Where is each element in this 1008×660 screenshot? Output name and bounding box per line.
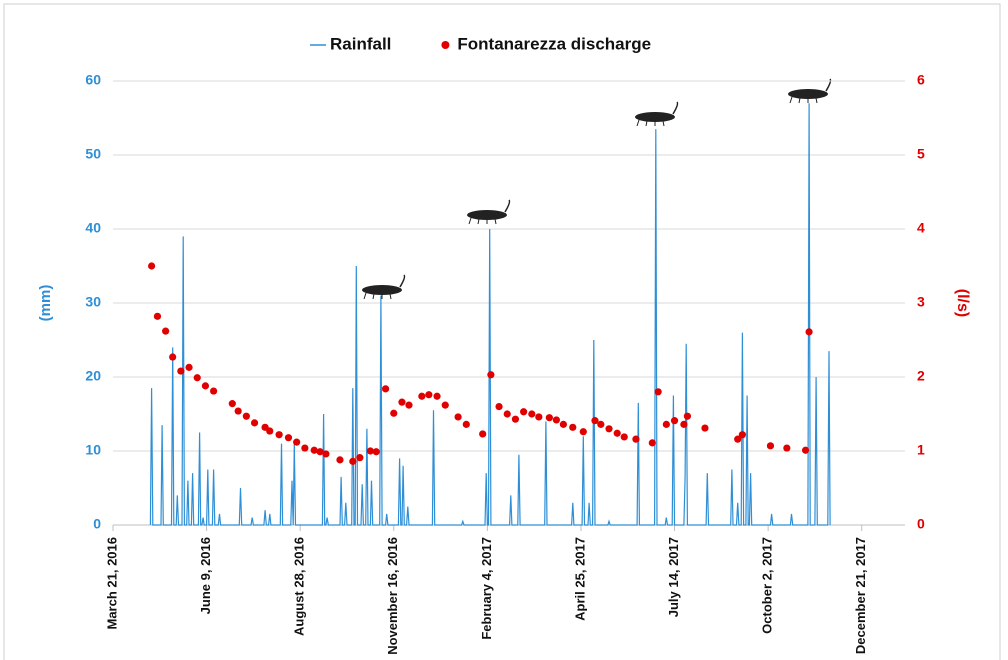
discharge-point: [614, 430, 621, 437]
chart: (mm) (l/s) 0 10 20 30 40 50 60 0 1 2 3 4 5 6 March 21,…: [0, 0, 1008, 660]
discharge-point: [382, 385, 389, 392]
discharge-point: [680, 421, 687, 428]
y2-tick-label: 4: [917, 220, 925, 236]
discharge-point: [487, 371, 494, 378]
discharge-point: [433, 393, 440, 400]
y2-tick-label: 5: [917, 146, 925, 162]
discharge-point: [418, 393, 425, 400]
discharge-point: [251, 419, 258, 426]
discharge-point: [802, 447, 809, 454]
y2-tick-label: 3: [917, 294, 925, 310]
legend-swatch: [441, 41, 449, 49]
discharge-point: [336, 456, 343, 463]
discharge-point: [373, 448, 380, 455]
discharge-point: [210, 387, 217, 394]
discharge-point: [162, 328, 169, 335]
discharge-point: [390, 410, 397, 417]
discharge-point: [512, 416, 519, 423]
x-tick-label: February 4, 2017: [479, 537, 494, 640]
discharge-point: [739, 431, 746, 438]
x-tick-label: July 14, 2017: [666, 537, 681, 617]
rainfall-line: [150, 103, 830, 525]
x-tick-label: June 9, 2016: [198, 537, 213, 614]
discharge-point: [805, 328, 812, 335]
discharge-point: [528, 410, 535, 417]
discharge-point: [783, 444, 790, 451]
discharge-point: [495, 403, 502, 410]
y2-tick-label: 6: [917, 72, 925, 88]
discharge-point: [621, 433, 628, 440]
discharge-point: [398, 399, 405, 406]
discharge-point: [671, 417, 678, 424]
discharge-point: [649, 439, 656, 446]
discharge-point: [553, 416, 560, 423]
discharge-point: [767, 442, 774, 449]
y-tick-label: 0: [93, 516, 101, 532]
x-tick-label: November 16, 2016: [385, 537, 400, 655]
y-tick-label: 20: [85, 368, 101, 384]
discharge-point: [569, 424, 576, 431]
discharge-point: [504, 410, 511, 417]
insect-icon: [467, 200, 510, 224]
discharge-point: [425, 391, 432, 398]
discharge-point: [655, 388, 662, 395]
x-tick-label: December 21, 2017: [853, 537, 868, 654]
discharge-point: [580, 428, 587, 435]
discharge-point: [349, 458, 356, 465]
discharge-point: [535, 413, 542, 420]
insect-icon: [635, 102, 678, 126]
discharge-point: [301, 444, 308, 451]
legend-label: Rainfall: [330, 34, 391, 53]
y-tick-label: 60: [85, 72, 101, 88]
discharge-point: [229, 400, 236, 407]
discharge-point: [285, 434, 292, 441]
discharge-point: [405, 402, 412, 409]
discharge-point: [276, 431, 283, 438]
y2-axis-title: (l/s): [954, 289, 971, 317]
x-tick-label: August 28, 2016: [292, 537, 307, 636]
y2-tick-label: 0: [917, 516, 925, 532]
discharge-point: [185, 364, 192, 371]
y-tick-label: 50: [85, 146, 101, 162]
discharge-point: [194, 374, 201, 381]
y2-tick-label: 1: [917, 442, 925, 458]
discharge-point: [663, 421, 670, 428]
discharge-point: [520, 408, 527, 415]
frame: [4, 4, 1000, 660]
insect-icon: [788, 79, 831, 103]
discharge-point: [597, 421, 604, 428]
discharge-point: [684, 413, 691, 420]
x-tick-label: March 21, 2016: [104, 537, 119, 630]
discharge-point: [169, 353, 176, 360]
discharge-point: [202, 382, 209, 389]
discharge-point: [235, 407, 242, 414]
discharge-point: [632, 436, 639, 443]
discharge-point: [177, 367, 184, 374]
discharge-point: [148, 262, 155, 269]
discharge-point: [243, 413, 250, 420]
y-tick-label: 30: [85, 294, 101, 310]
discharge-point: [293, 439, 300, 446]
discharge-point: [479, 430, 486, 437]
discharge-point: [356, 454, 363, 461]
discharge-point: [442, 402, 449, 409]
legend-label: Fontanarezza discharge: [457, 34, 651, 53]
insects: [362, 79, 831, 299]
discharge-point: [322, 450, 329, 457]
y-axis-title: (mm): [37, 285, 54, 322]
discharge-point: [546, 414, 553, 421]
discharge-point: [463, 421, 470, 428]
discharge-point: [455, 413, 462, 420]
discharge-point: [266, 427, 273, 434]
insect-icon: [362, 275, 405, 299]
discharge-point: [560, 421, 567, 428]
discharge-point: [154, 313, 161, 320]
discharge-point: [605, 425, 612, 432]
y-tick-label: 40: [85, 220, 101, 236]
discharge-point: [701, 424, 708, 431]
y2-tick-label: 2: [917, 368, 925, 384]
x-tick-label: April 25, 2017: [572, 537, 587, 621]
y-tick-label: 10: [85, 442, 101, 458]
x-tick-label: October 2, 2017: [760, 537, 775, 634]
